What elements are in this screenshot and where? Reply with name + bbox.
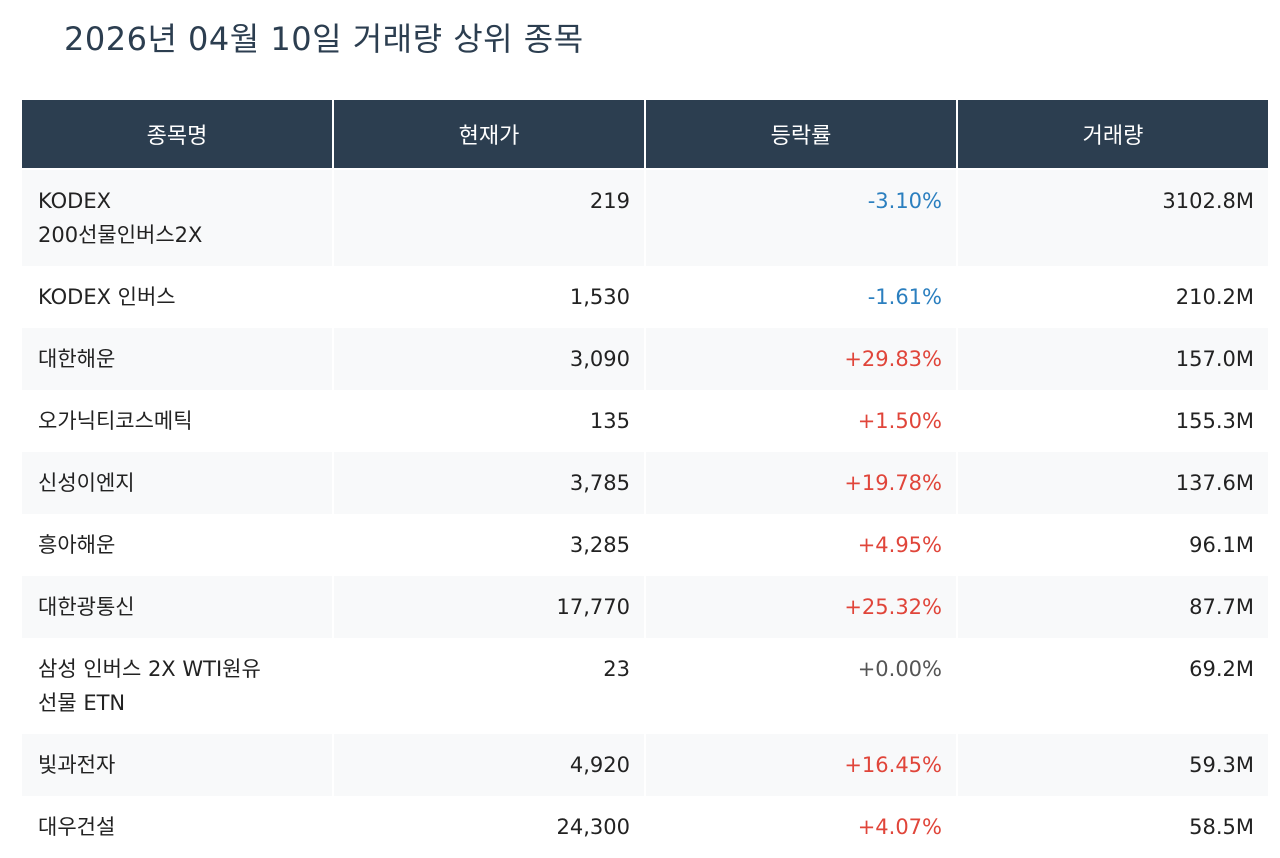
- stock-name-cell: 흥아해운: [22, 514, 332, 576]
- stock-name-cell: KODEX 인버스: [22, 266, 332, 328]
- volume-cell: 157.0M: [958, 328, 1268, 390]
- stock-name-value: 대한해운: [38, 347, 116, 371]
- price-value: 135: [589, 409, 630, 433]
- volume-value: 69.2M: [1189, 657, 1254, 681]
- stock-name-value: 신성이엔지: [38, 471, 135, 495]
- change-rate-value: +4.07%: [857, 815, 942, 839]
- volume-cell: 69.2M: [958, 638, 1268, 734]
- volume-value: 155.3M: [1175, 409, 1254, 433]
- price-cell: 24,300: [334, 796, 644, 858]
- volume-cell: 87.7M: [958, 576, 1268, 638]
- price-value: 4,920: [569, 753, 630, 777]
- stock-name-value: 대우건설: [38, 815, 116, 839]
- volume-value: 96.1M: [1189, 533, 1254, 557]
- table-row[interactable]: 신성이엔지 3,785 +19.78% 137.6M: [22, 452, 1268, 514]
- change-rate-cell: +25.32%: [646, 576, 956, 638]
- change-rate-cell: +16.45%: [646, 734, 956, 796]
- column-header-volume[interactable]: 거래량: [958, 100, 1268, 170]
- price-value: 24,300: [556, 815, 630, 839]
- stock-name-cell: 신성이엔지: [22, 452, 332, 514]
- volume-value: 87.7M: [1189, 595, 1254, 619]
- change-rate-value: +25.32%: [844, 595, 942, 619]
- table-row[interactable]: 흥아해운 3,285 +4.95% 96.1M: [22, 514, 1268, 576]
- volume-rank-table: 종목명 현재가 등락률 거래량 KODEX 200선물인버스2X 219 -3.10…: [20, 100, 1270, 858]
- stock-name-value: 삼성 인버스 2X WTI원유 선물 ETN: [38, 657, 261, 715]
- change-rate-value: +4.95%: [857, 533, 942, 557]
- stock-name-cell: 대한광통신: [22, 576, 332, 638]
- price-cell: 4,920: [334, 734, 644, 796]
- table-row[interactable]: 대한광통신 17,770 +25.32% 87.7M: [22, 576, 1268, 638]
- volume-cell: 58.5M: [958, 796, 1268, 858]
- price-cell: 23: [334, 638, 644, 734]
- stock-name-value: KODEX 200선물인버스2X: [38, 189, 203, 247]
- change-rate-cell: -3.10%: [646, 170, 956, 266]
- stock-name-value: 빛과전자: [38, 753, 116, 777]
- change-rate-value: -3.10%: [867, 189, 942, 213]
- column-header-price[interactable]: 현재가: [334, 100, 644, 170]
- price-value: 219: [589, 189, 630, 213]
- price-cell: 17,770: [334, 576, 644, 638]
- table-row[interactable]: KODEX 인버스 1,530 -1.61% 210.2M: [22, 266, 1268, 328]
- price-value: 17,770: [556, 595, 630, 619]
- column-header-name[interactable]: 종목명: [22, 100, 332, 170]
- stock-name-value: 오가닉티코스메틱: [38, 409, 193, 433]
- table-row[interactable]: 대한해운 3,090 +29.83% 157.0M: [22, 328, 1268, 390]
- volume-value: 137.6M: [1175, 471, 1254, 495]
- change-rate-cell: -1.61%: [646, 266, 956, 328]
- change-rate-cell: +19.78%: [646, 452, 956, 514]
- stock-name-cell: KODEX 200선물인버스2X: [22, 170, 332, 266]
- price-cell: 219: [334, 170, 644, 266]
- stock-name-value: 대한광통신: [38, 595, 135, 619]
- price-value: 23: [603, 657, 630, 681]
- volume-cell: 137.6M: [958, 452, 1268, 514]
- volume-cell: 3102.8M: [958, 170, 1268, 266]
- stock-name-cell: 오가닉티코스메틱: [22, 390, 332, 452]
- column-header-change[interactable]: 등락률: [646, 100, 956, 170]
- change-rate-cell: +0.00%: [646, 638, 956, 734]
- stock-name-cell: 대우건설: [22, 796, 332, 858]
- stock-name-value: KODEX 인버스: [38, 285, 176, 309]
- table-row[interactable]: 빛과전자 4,920 +16.45% 59.3M: [22, 734, 1268, 796]
- volume-cell: 59.3M: [958, 734, 1268, 796]
- change-rate-cell: +4.95%: [646, 514, 956, 576]
- price-cell: 3,285: [334, 514, 644, 576]
- volume-value: 157.0M: [1175, 347, 1254, 371]
- volume-value: 3102.8M: [1162, 189, 1254, 213]
- price-cell: 1,530: [334, 266, 644, 328]
- price-cell: 3,785: [334, 452, 644, 514]
- price-value: 3,785: [569, 471, 630, 495]
- price-cell: 3,090: [334, 328, 644, 390]
- stock-name-value: 흥아해운: [38, 533, 116, 557]
- volume-cell: 210.2M: [958, 266, 1268, 328]
- volume-cell: 96.1M: [958, 514, 1268, 576]
- change-rate-cell: +1.50%: [646, 390, 956, 452]
- table-row[interactable]: 대우건설 24,300 +4.07% 58.5M: [22, 796, 1268, 858]
- change-rate-value: +1.50%: [857, 409, 942, 433]
- change-rate-value: -1.61%: [867, 285, 942, 309]
- change-rate-value: +19.78%: [844, 471, 942, 495]
- price-value: 1,530: [569, 285, 630, 309]
- change-rate-cell: +4.07%: [646, 796, 956, 858]
- volume-value: 58.5M: [1189, 815, 1254, 839]
- price-cell: 135: [334, 390, 644, 452]
- price-value: 3,285: [569, 533, 630, 557]
- volume-value: 210.2M: [1175, 285, 1254, 309]
- page-title: 2026년 04월 10일 거래량 상위 종목: [64, 20, 584, 58]
- table-header-row: 종목명 현재가 등락률 거래량: [22, 100, 1268, 170]
- table-row[interactable]: 삼성 인버스 2X WTI원유 선물 ETN 23 +0.00% 69.2M: [22, 638, 1268, 734]
- price-value: 3,090: [569, 347, 630, 371]
- change-rate-cell: +29.83%: [646, 328, 956, 390]
- volume-value: 59.3M: [1189, 753, 1254, 777]
- volume-cell: 155.3M: [958, 390, 1268, 452]
- stock-name-cell: 빛과전자: [22, 734, 332, 796]
- change-rate-value: +29.83%: [844, 347, 942, 371]
- stock-name-cell: 삼성 인버스 2X WTI원유 선물 ETN: [22, 638, 332, 734]
- stock-name-cell: 대한해운: [22, 328, 332, 390]
- table-body: KODEX 200선물인버스2X 219 -3.10% 3102.8M KODEX 인버…: [22, 170, 1268, 858]
- table-row[interactable]: KODEX 200선물인버스2X 219 -3.10% 3102.8M: [22, 170, 1268, 266]
- table-row[interactable]: 오가닉티코스메틱 135 +1.50% 155.3M: [22, 390, 1268, 452]
- change-rate-value: +0.00%: [857, 657, 942, 681]
- change-rate-value: +16.45%: [844, 753, 942, 777]
